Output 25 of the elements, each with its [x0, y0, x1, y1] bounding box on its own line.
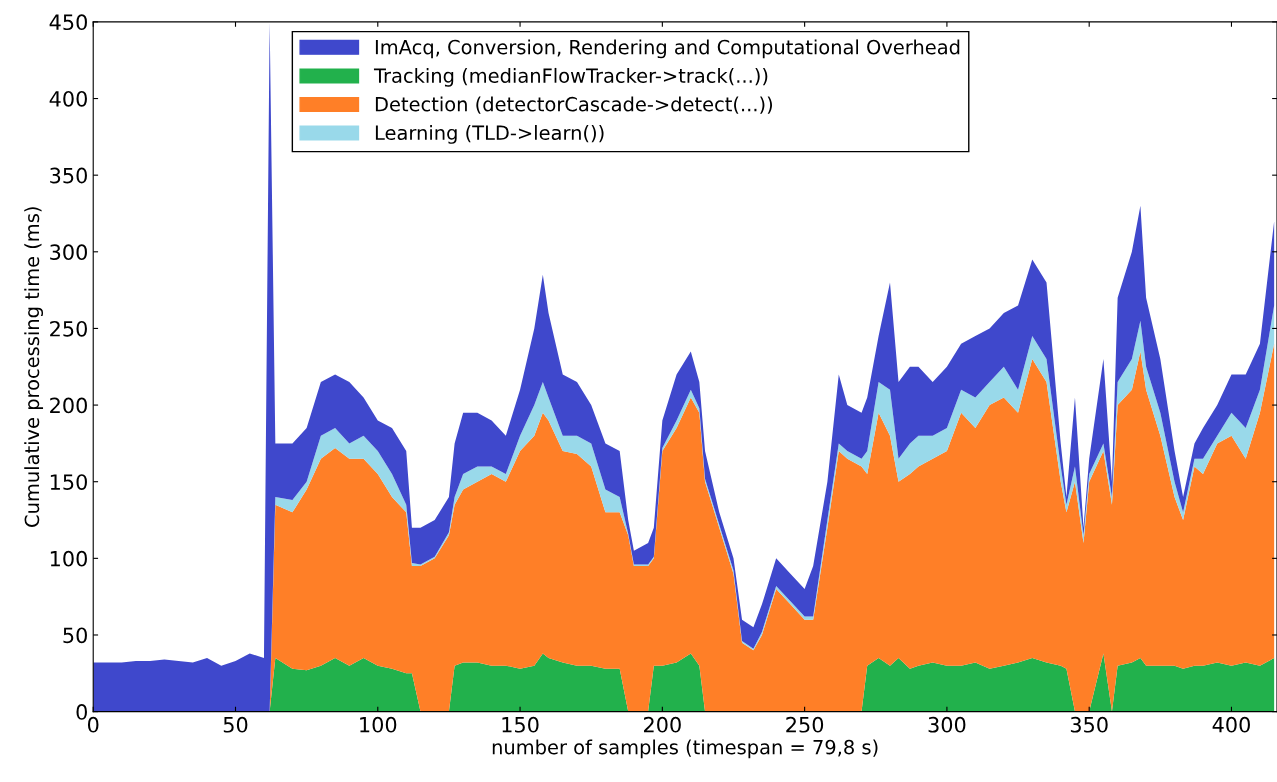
x-tick-label: 250 [786, 716, 824, 733]
legend-label: ImAcq, Conversion, Rendering and Computational Overhead [375, 39, 960, 59]
legend-label: Learning (TLD->learn()) [375, 125, 604, 144]
y-tick-label: 300 [50, 244, 87, 261]
y-tick-label: 0 [76, 704, 87, 720]
x-tick-label: 0 [87, 716, 99, 733]
x-tick-label: 400 [1212, 716, 1250, 733]
y-axis-title: Cumulative processing time (ms) [24, 207, 44, 527]
x-tick-label: 50 [223, 716, 248, 733]
x-tick-label: 200 [643, 716, 681, 733]
legend-label: Detection (detectorCascade->detect(...)) [375, 96, 773, 114]
y-tick-label: 150 [50, 474, 87, 490]
x-tick-label: 300 [928, 716, 966, 733]
y-tick-label: 200 [50, 397, 87, 414]
legend-label: Tracking (medianFlowTracker->track(...)) [373, 67, 768, 87]
x-axis-title: number of samples (timespan = 79,8 s) [492, 739, 878, 759]
x-tick-label: 150 [502, 716, 539, 733]
y-tick-label: 250 [50, 320, 87, 337]
x-tick-label: 100 [360, 716, 397, 733]
x-tick-label: 350 [1070, 716, 1108, 733]
y-tick-label: 350 [50, 167, 87, 184]
y-tick-label: 400 [49, 90, 87, 107]
y-tick-label: 450 [49, 14, 87, 31]
y-tick-label: 50 [63, 627, 87, 644]
y-tick-label: 100 [50, 550, 87, 567]
